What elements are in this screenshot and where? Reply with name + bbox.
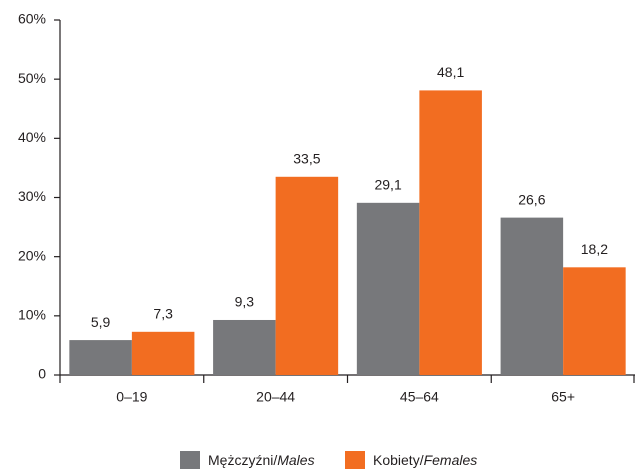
data-label: 48,1 (437, 64, 464, 80)
data-label: 26,6 (518, 191, 545, 207)
bar (213, 319, 276, 375)
y-tick-label: 60% (18, 11, 46, 27)
data-label: 33,5 (293, 150, 320, 166)
x-tick-label: 65+ (551, 389, 575, 405)
y-tick-label: 50% (18, 70, 46, 86)
bar (563, 267, 626, 375)
data-label: 29,1 (374, 177, 401, 193)
y-tick-label: 20% (18, 247, 46, 263)
data-label: 5,9 (91, 314, 111, 330)
bar (500, 217, 564, 375)
y-tick-label: 30% (18, 188, 46, 204)
data-label: 9,3 (235, 294, 255, 310)
x-tick-label: 0–19 (116, 389, 147, 405)
data-label: 18,2 (581, 241, 608, 257)
legend-swatch (345, 451, 365, 469)
legend-swatch (180, 451, 200, 469)
legend-label-part: Females (424, 452, 478, 468)
y-tick-label: 0 (38, 366, 46, 382)
x-tick-label: 20–44 (256, 389, 295, 405)
bar (356, 202, 420, 375)
bar (69, 340, 132, 375)
legend-label-part: Males (277, 452, 314, 468)
legend-label-part: Kobiety/ (373, 452, 424, 468)
legend-label-part: Mężczyźni/ (208, 452, 277, 468)
legend-label: Kobiety/Females (373, 452, 477, 468)
bar (275, 176, 339, 375)
x-tick-label: 45–64 (400, 389, 439, 405)
bar (131, 331, 195, 375)
legend-label: Mężczyźni/Males (208, 452, 315, 468)
data-label: 7,3 (153, 306, 173, 322)
y-tick-label: 10% (18, 307, 46, 323)
y-tick-label: 40% (18, 129, 46, 145)
bar (419, 90, 482, 376)
